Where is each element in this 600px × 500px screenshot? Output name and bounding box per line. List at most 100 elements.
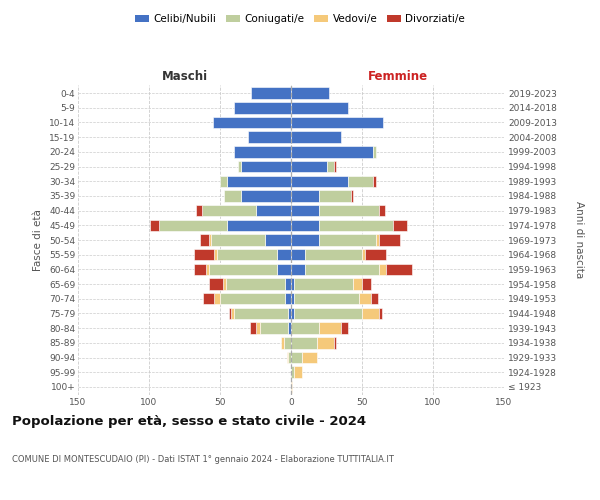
Bar: [373, 176, 376, 187]
Bar: [209, 234, 211, 246]
Bar: [359, 293, 371, 304]
Bar: [291, 116, 383, 128]
Bar: [291, 308, 294, 319]
Bar: [376, 234, 379, 246]
Bar: [194, 264, 206, 275]
Bar: [294, 308, 362, 319]
Bar: [319, 190, 350, 202]
Bar: [220, 293, 286, 304]
Bar: [291, 352, 302, 364]
Bar: [341, 322, 348, 334]
Bar: [227, 220, 291, 231]
Bar: [291, 249, 305, 260]
Bar: [226, 278, 286, 290]
Bar: [291, 146, 373, 158]
Bar: [305, 249, 362, 260]
Bar: [281, 337, 284, 348]
Bar: [196, 205, 202, 216]
Bar: [248, 132, 291, 143]
Bar: [302, 352, 317, 364]
Text: Femmine: Femmine: [367, 70, 428, 83]
Bar: [209, 278, 223, 290]
Bar: [291, 293, 294, 304]
Bar: [223, 278, 226, 290]
Bar: [317, 337, 334, 348]
Bar: [379, 308, 382, 319]
Bar: [291, 381, 292, 392]
Bar: [365, 249, 386, 260]
Bar: [386, 264, 412, 275]
Bar: [203, 293, 214, 304]
Bar: [209, 264, 277, 275]
Bar: [232, 308, 234, 319]
Bar: [362, 249, 365, 260]
Bar: [291, 88, 329, 99]
Bar: [334, 161, 337, 172]
Bar: [294, 293, 359, 304]
Bar: [194, 249, 214, 260]
Bar: [291, 220, 319, 231]
Bar: [287, 352, 288, 364]
Bar: [277, 249, 291, 260]
Bar: [286, 293, 291, 304]
Bar: [305, 264, 379, 275]
Bar: [159, 220, 227, 231]
Bar: [379, 234, 400, 246]
Text: Popolazione per età, sesso e stato civile - 2024: Popolazione per età, sesso e stato civil…: [12, 415, 366, 428]
Bar: [291, 176, 348, 187]
Bar: [251, 88, 291, 99]
Bar: [379, 205, 385, 216]
Bar: [288, 322, 291, 334]
Bar: [288, 308, 291, 319]
Bar: [348, 176, 373, 187]
Bar: [319, 220, 393, 231]
Bar: [362, 278, 371, 290]
Text: Maschi: Maschi: [161, 70, 208, 83]
Bar: [202, 205, 256, 216]
Bar: [291, 322, 319, 334]
Text: COMUNE DI MONTESCUDAIO (PI) - Dati ISTAT 1° gennaio 2024 - Elaborazione TUTTITAL: COMUNE DI MONTESCUDAIO (PI) - Dati ISTAT…: [12, 455, 394, 464]
Bar: [241, 161, 291, 172]
Bar: [291, 205, 319, 216]
Bar: [371, 293, 377, 304]
Bar: [151, 220, 159, 231]
Bar: [234, 102, 291, 114]
Bar: [294, 278, 353, 290]
Bar: [373, 146, 376, 158]
Bar: [291, 264, 305, 275]
Bar: [224, 190, 241, 202]
Bar: [319, 322, 341, 334]
Bar: [265, 234, 291, 246]
Bar: [277, 264, 291, 275]
Bar: [291, 234, 319, 246]
Bar: [214, 249, 217, 260]
Bar: [286, 278, 291, 290]
Bar: [200, 234, 209, 246]
Bar: [362, 308, 379, 319]
Bar: [319, 205, 379, 216]
Bar: [220, 176, 227, 187]
Bar: [211, 234, 265, 246]
Bar: [260, 322, 288, 334]
Bar: [291, 132, 341, 143]
Bar: [379, 264, 386, 275]
Bar: [217, 249, 277, 260]
Bar: [256, 322, 260, 334]
Bar: [291, 190, 319, 202]
Bar: [288, 352, 291, 364]
Bar: [291, 161, 326, 172]
Bar: [334, 337, 337, 348]
Bar: [238, 161, 241, 172]
Bar: [291, 102, 348, 114]
Bar: [227, 176, 291, 187]
Bar: [284, 337, 291, 348]
Bar: [234, 146, 291, 158]
Bar: [214, 293, 220, 304]
Bar: [326, 161, 334, 172]
Legend: Celibi/Nubili, Coniugati/e, Vedovi/e, Divorziati/e: Celibi/Nubili, Coniugati/e, Vedovi/e, Di…: [131, 10, 469, 29]
Y-axis label: Fasce di età: Fasce di età: [34, 209, 43, 271]
Bar: [291, 366, 294, 378]
Bar: [319, 234, 376, 246]
Bar: [393, 220, 407, 231]
Bar: [229, 308, 232, 319]
